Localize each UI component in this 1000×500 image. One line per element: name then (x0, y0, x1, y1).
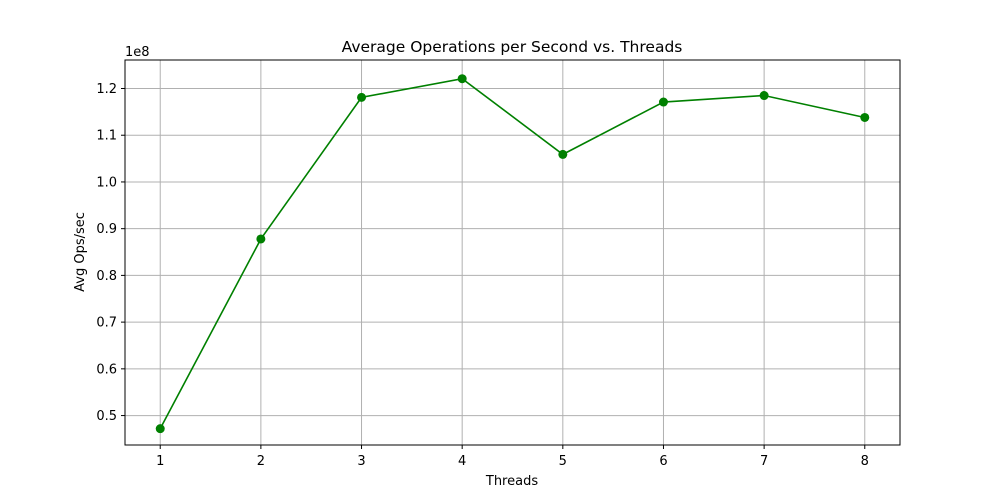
y-tick-label: 0.6 (96, 362, 117, 377)
x-tick-label: 6 (659, 454, 667, 469)
y-axis-label: Avg Ops/sec (73, 212, 88, 292)
y-tick-label: 0.9 (96, 222, 117, 237)
x-tick-label: 8 (861, 454, 869, 469)
x-tick-label: 4 (458, 454, 466, 469)
grid-lines (125, 60, 900, 445)
data-point (658, 97, 668, 107)
y-tick-label: 1.1 (96, 129, 117, 144)
plot-frame (124, 59, 901, 446)
y-tick-label: 0.8 (96, 269, 117, 284)
y-tick-label: 0.5 (96, 409, 117, 424)
data-point (155, 424, 165, 434)
data-point (256, 234, 266, 244)
x-tick-label: 7 (760, 454, 768, 469)
data-point (357, 92, 367, 102)
x-axis-label: Threads (485, 474, 538, 489)
x-tick-label: 1 (156, 454, 164, 469)
data-point (558, 149, 568, 159)
x-tick-label: 5 (559, 454, 567, 469)
series-line (159, 77, 865, 430)
chart-title: Average Operations per Second vs. Thread… (342, 38, 683, 56)
y-axis-offset-label: 1e8 (125, 45, 150, 60)
x-tick-label: 2 (257, 454, 265, 469)
data-point (457, 74, 467, 84)
y-tick-label: 1.0 (96, 175, 117, 190)
x-tick-label: 3 (357, 454, 365, 469)
y-tick-label: 0.7 (96, 316, 117, 331)
data-point (759, 91, 769, 101)
y-tick-label: 1.2 (96, 82, 117, 97)
data-point (860, 112, 870, 122)
axis-ticks: 1 2 3 4 5 6 7 8 0.5 0.6 0.7 0.8 0.9 1.0 1.1 1.2 (96, 82, 869, 469)
series-layer (155, 74, 870, 434)
